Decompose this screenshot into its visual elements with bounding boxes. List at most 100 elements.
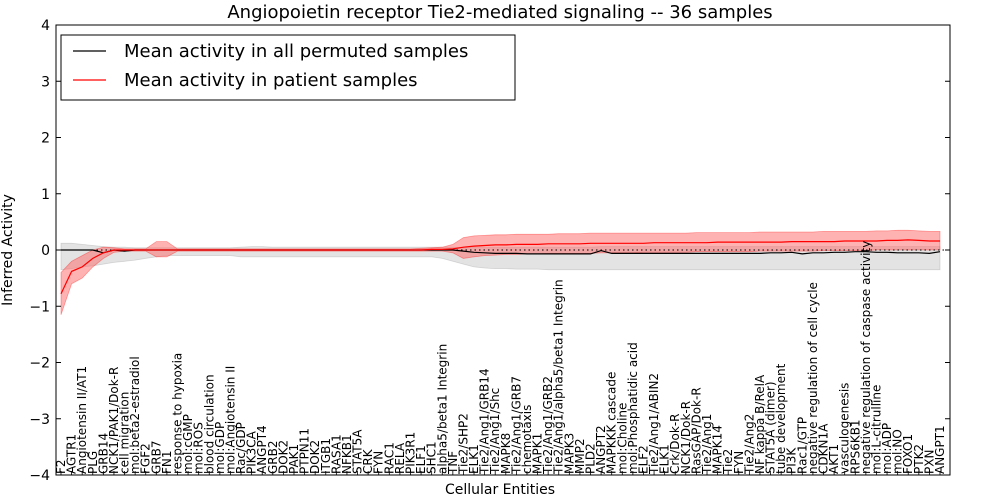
x-tick-label: STAT5A (dimer) [764, 381, 778, 474]
x-tick-label: FOXO1 [901, 434, 915, 474]
x-tick-label: PI3K [785, 447, 799, 474]
x-tick-label: DOK2 [308, 440, 322, 474]
x-tick-label: DOK2 [276, 440, 290, 474]
x-tick-label: PLD2 [584, 443, 598, 474]
x-tick-label: negative regulation of cell cycle [806, 282, 820, 474]
x-tick-label: negative regulation of caspase activity [859, 241, 873, 474]
x-tick-label: MAPK1 [531, 433, 545, 474]
x-tick-label: Tie2/Ang1/GRB7 [509, 376, 523, 475]
x-tick-label: PIK3R1 [404, 432, 418, 474]
x-tick-label: ITGB1 [319, 438, 333, 474]
x-tick-label: RELA [393, 442, 407, 474]
x-tick-label: ANGPT4 [255, 425, 269, 474]
y-tick-label: 2 [41, 131, 50, 147]
x-tick-label: Rac1/GTP [795, 417, 809, 474]
x-tick-label: Tie2/Ang2 [742, 414, 756, 475]
x-tick-label: chemotaxis [520, 405, 534, 474]
x-tick-label: GRB7 [149, 440, 163, 474]
x-tick-label: mol:Choline [615, 403, 629, 474]
x-tick-label: NCK1/PAK1/Dok-R [107, 367, 121, 474]
x-tick-label: CDKN1A [817, 423, 831, 474]
x-tick-label: ANGPT2 [594, 425, 608, 474]
x-tick-label: Tie2/SHP2 [456, 413, 470, 475]
y-tick-label: 3 [41, 74, 50, 90]
x-tick-label: mol:cGMP [181, 414, 195, 474]
x-tick-label: ELF1 [414, 445, 428, 474]
x-tick-label: FYN [732, 451, 746, 474]
x-tick-label: PXN [922, 450, 936, 474]
x-tick-label: TNF [446, 451, 460, 475]
y-axis-label: Inferred Activity [0, 194, 16, 306]
x-tick-label: mol:ROS [192, 422, 206, 474]
x-tick-label: mol:Angiotensin II [223, 366, 237, 474]
x-tick-label: Tie2/Ang1/GRB14 [478, 368, 492, 475]
x-tick-label: blood circulation [202, 374, 216, 474]
series-line-patient [60, 239, 940, 295]
x-tick-label: alpha5/beta1 Integrin [435, 344, 449, 474]
x-tick-label: PTPN11 [298, 428, 312, 474]
x-tick-label: PIK3CA [245, 430, 259, 474]
y-tick-label: −3 [29, 412, 50, 428]
x-axis-label: Cellular Entities [445, 482, 555, 498]
legend-label-patient: Mean activity in patient samples [124, 70, 418, 91]
x-tick-label: mol:beta2-estradiol [128, 356, 142, 474]
x-tick-label: Crk/Dok-R [668, 413, 682, 474]
x-tick-label: NFKB1 [340, 434, 354, 474]
x-tick-label: Tie2/Ang1/Shc [488, 388, 502, 475]
legend-box [60, 34, 516, 101]
x-tick-label: AGTR1 [65, 434, 79, 474]
x-tick-label: mol:L-citrulline [870, 385, 884, 474]
x-tick-label: mol:Phosphatidic acid [626, 342, 640, 474]
x-tick-label: MAPK3 [562, 433, 576, 474]
x-tick-label: AKT1 [827, 444, 841, 474]
y-tick-label: 1 [41, 187, 50, 203]
x-tick-label: MAPKKK cascade [605, 372, 619, 474]
x-tick-label: Tie2/Ang1 [700, 414, 714, 475]
x-tick-label: RAC1 [382, 442, 396, 474]
y-tick-label: −2 [29, 356, 50, 372]
x-tick-label: cell migration [118, 392, 132, 474]
x-tick-label: tube development [774, 363, 788, 474]
x-tick-label: Rac/GDP [234, 422, 248, 474]
x-tick-label: MAPK14 [711, 425, 725, 474]
x-tick-label: Tie2/Ang1/alpha5/beta1 Integrin [552, 279, 566, 475]
x-tick-label: NF kappa B/RelA [753, 374, 767, 474]
x-tick-label: ANGPT1 [933, 425, 947, 474]
x-tick-label: Tie2 [721, 449, 735, 475]
x-tick-label: MMP2 [573, 438, 587, 474]
x-tick-label: PAK1 [287, 444, 301, 474]
x-tick-label: RPS6KB1 [848, 419, 862, 474]
y-tick-label: 0 [41, 243, 50, 259]
x-tick-label: ELF2 [637, 445, 651, 474]
x-tick-label: response to hypoxia [171, 353, 185, 474]
x-tick-label: mol:ADP [880, 423, 894, 474]
x-tick-label: PTK2 [912, 444, 926, 474]
x-tick-label: GRB14 [96, 433, 110, 474]
chart-title: Angiopoietin receptor Tie2-mediated sign… [227, 2, 772, 23]
x-tick-label: PLG [86, 451, 100, 474]
legend-label-permuted: Mean activity in all permuted samples [124, 41, 468, 62]
y-tick-label: −4 [29, 468, 50, 484]
x-tick-label: ELK1 [467, 444, 481, 474]
x-tick-label: F2 [54, 459, 68, 474]
x-tick-label: FGF2 [139, 443, 153, 474]
x-tick-label: Tie2/Ang1/GRB2 [541, 376, 555, 475]
x-tick-label: FN1 [160, 450, 174, 474]
x-tick-label: GRB2 [266, 440, 280, 474]
x-tick-label: CRK [361, 448, 375, 474]
x-tick-label: vasculogenesis [838, 383, 852, 474]
x-tick-label: mol:GDP [213, 422, 227, 474]
y-tick-label: −1 [29, 299, 50, 315]
x-tick-label: Tie2/Ang1/ABIN2 [647, 373, 661, 475]
y-tick-label: 4 [41, 18, 50, 34]
x-tick-label: NCK1/Dok-R [679, 401, 693, 474]
x-tick-label: SHC1 [425, 441, 439, 474]
x-tick-label: ELK1 [658, 444, 672, 474]
confidence-band-patient [60, 229, 941, 315]
x-tick-label: mol:NO [891, 429, 905, 474]
x-tick-label: FYN [372, 451, 386, 474]
x-tick-label: RasGAP/Dok-R [689, 387, 703, 474]
x-tick-label: Angiotensin II/AT1 [75, 366, 89, 474]
